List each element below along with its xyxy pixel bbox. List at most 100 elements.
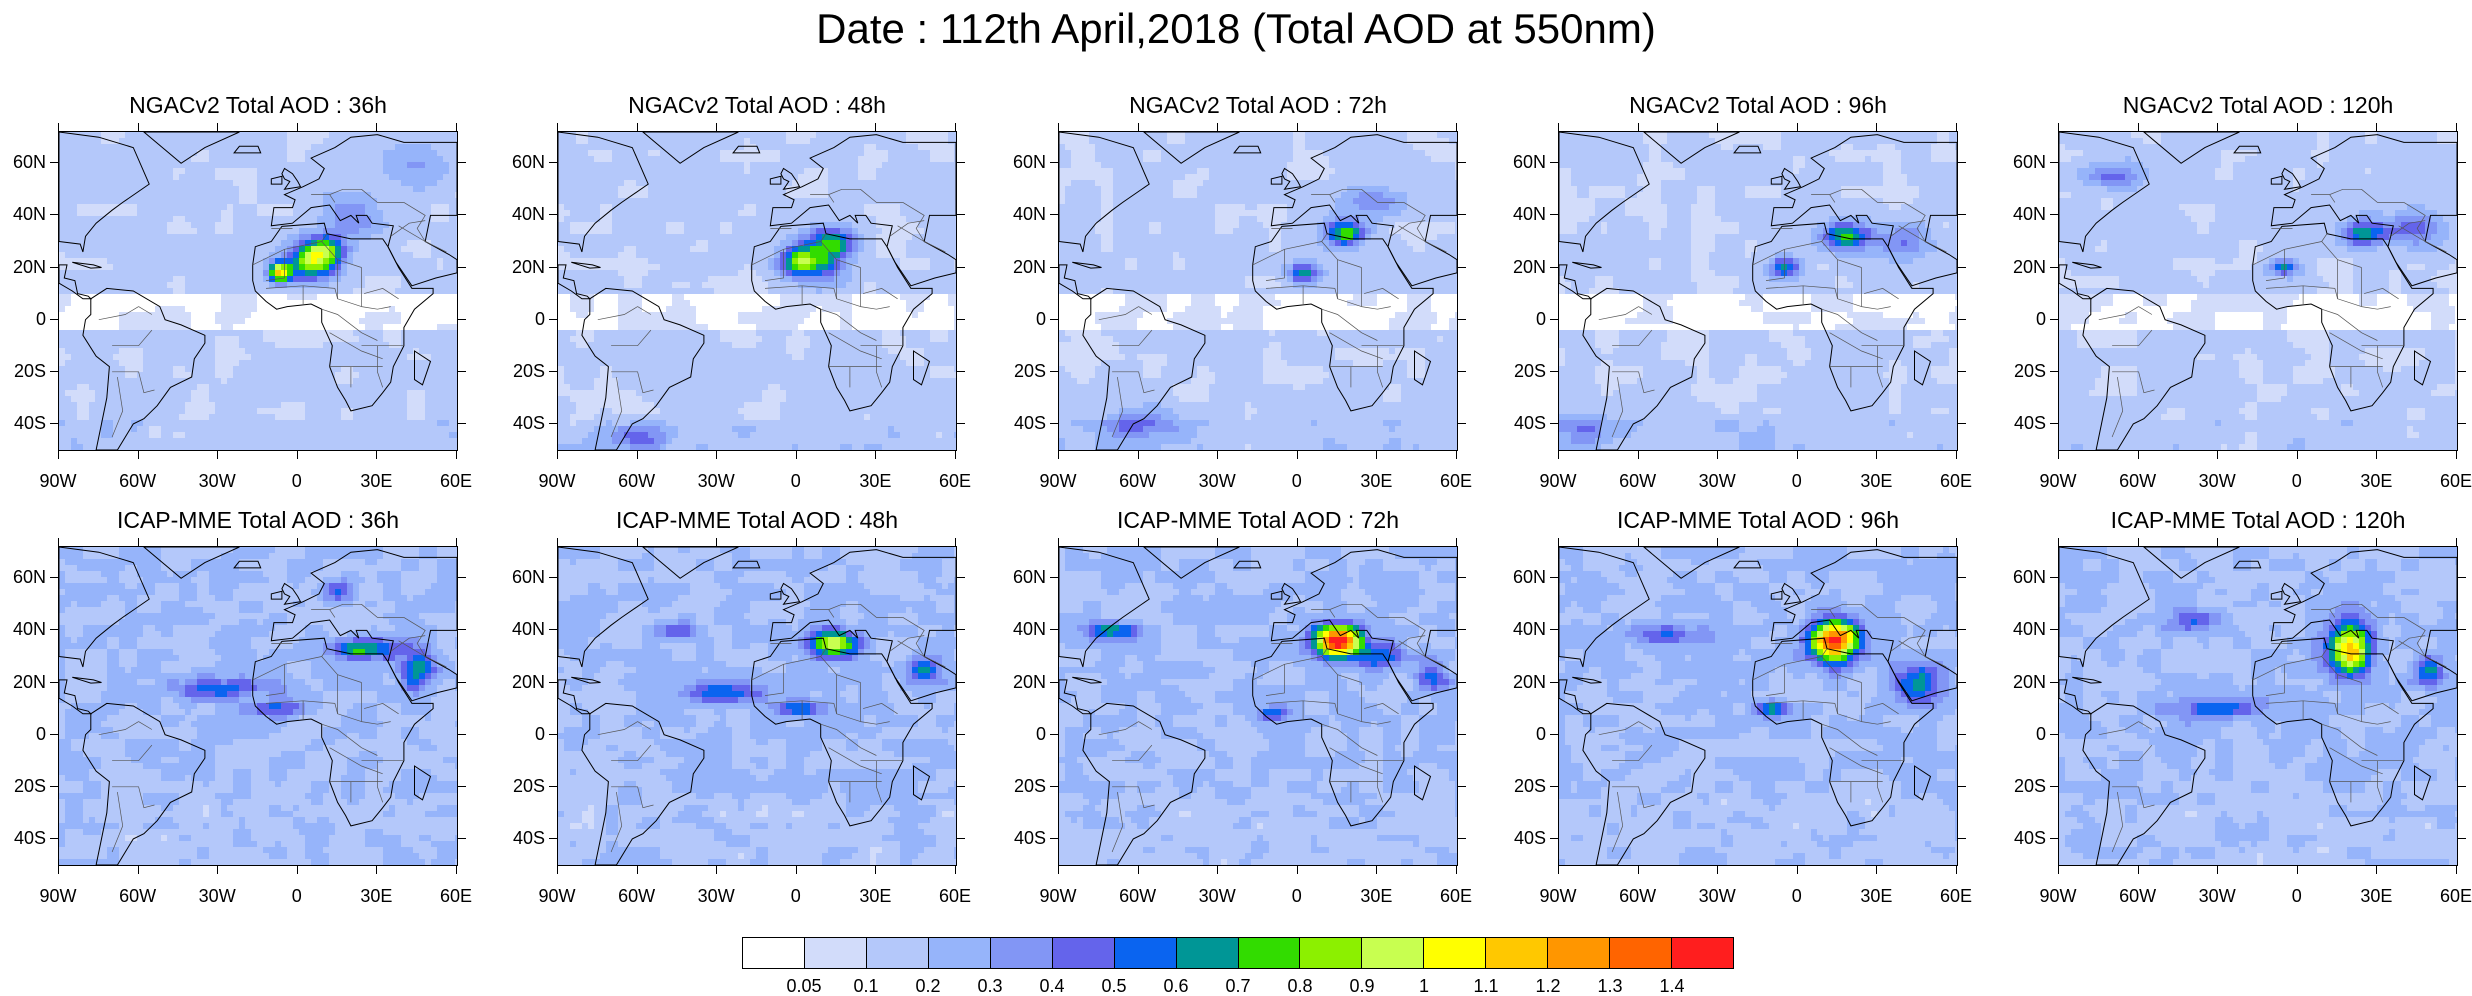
lon-tick <box>297 538 298 546</box>
lat-tick <box>2458 629 2466 630</box>
lon-tick <box>2456 538 2457 546</box>
lon-tick-label: 90W <box>2028 886 2088 906</box>
lon-tick <box>796 123 797 131</box>
lat-tick <box>1458 162 1466 163</box>
aod-map <box>1059 547 1457 865</box>
panel-title: NGACv2 Total AOD : 120h <box>1998 91 2472 119</box>
lon-tick <box>2376 866 2377 874</box>
lon-tick <box>297 451 298 459</box>
aod-map <box>1559 547 1957 865</box>
lat-tick-label: 0 <box>1500 309 1546 329</box>
lon-tick <box>1638 451 1639 459</box>
lat-tick <box>1550 214 1558 215</box>
lon-tick <box>1956 451 1957 459</box>
lon-tick <box>2456 866 2457 874</box>
lon-tick <box>138 451 139 459</box>
lat-tick <box>458 629 466 630</box>
lat-tick <box>458 371 466 372</box>
lon-tick <box>637 451 638 459</box>
lon-tick <box>1456 538 1457 546</box>
aod-map <box>1059 132 1457 450</box>
lat-tick <box>1458 577 1466 578</box>
lon-tick-label: 0 <box>2267 886 2327 906</box>
lon-tick <box>1638 123 1639 131</box>
lon-tick <box>138 538 139 546</box>
lon-tick <box>1456 866 1457 874</box>
lon-tick <box>2058 866 2059 874</box>
lon-tick-label: 90W <box>28 886 88 906</box>
lat-tick <box>957 423 965 424</box>
lon-tick <box>796 538 797 546</box>
lat-tick <box>458 786 466 787</box>
colorbar-swatch <box>1486 938 1548 968</box>
lat-tick <box>549 423 557 424</box>
lon-tick <box>1558 538 1559 546</box>
lat-tick <box>2458 214 2466 215</box>
lon-tick <box>1456 451 1457 459</box>
lat-tick-label: 20S <box>2000 776 2046 796</box>
lat-tick-label: 40S <box>499 828 545 848</box>
lon-tick <box>1217 538 1218 546</box>
lon-tick-label: 0 <box>1267 471 1327 491</box>
lon-tick <box>955 866 956 874</box>
lat-tick-label: 20N <box>2000 257 2046 277</box>
country-border <box>2139 307 2152 315</box>
lon-tick <box>1217 451 1218 459</box>
lon-tick <box>376 451 377 459</box>
lat-tick <box>1458 319 1466 320</box>
lat-tick <box>549 577 557 578</box>
lat-tick <box>458 267 466 268</box>
lat-tick <box>957 214 965 215</box>
lat-tick <box>458 214 466 215</box>
lon-tick <box>875 866 876 874</box>
panel-title: ICAP-MME Total AOD : 96h <box>1498 506 2018 534</box>
lon-tick-label: 30W <box>1687 886 1747 906</box>
lat-tick <box>1458 734 1466 735</box>
lat-tick <box>1050 786 1058 787</box>
lon-tick <box>955 123 956 131</box>
lon-tick-label: 30W <box>2187 471 2247 491</box>
lon-tick <box>1058 451 1059 459</box>
lat-tick-label: 20S <box>2000 361 2046 381</box>
lon-tick <box>1376 866 1377 874</box>
aod-map <box>59 132 457 450</box>
lon-tick <box>716 866 717 874</box>
lat-tick-label: 40N <box>1000 619 1046 639</box>
colorbar <box>742 937 1734 969</box>
colorbar-swatch <box>1239 938 1301 968</box>
lat-tick <box>1550 629 1558 630</box>
lat-tick-label: 40S <box>1500 413 1546 433</box>
lat-tick <box>2458 423 2466 424</box>
lon-tick <box>1297 538 1298 546</box>
lat-tick <box>1050 577 1058 578</box>
colorbar-label: 0.7 <box>1213 976 1263 996</box>
lon-tick-label: 30W <box>1187 471 1247 491</box>
panel-title: ICAP-MME Total AOD : 48h <box>497 506 1017 534</box>
colorbar-label: 0.6 <box>1151 976 1201 996</box>
lon-tick <box>1376 538 1377 546</box>
lat-tick-label: 0 <box>1000 724 1046 744</box>
aod-map <box>1559 132 1957 450</box>
lat-tick <box>1050 423 1058 424</box>
lat-tick <box>2458 734 2466 735</box>
colorbar-swatch <box>1053 938 1115 968</box>
lat-tick <box>1050 371 1058 372</box>
lon-tick <box>1456 123 1457 131</box>
lat-tick <box>2050 682 2058 683</box>
lat-tick <box>50 423 58 424</box>
colorbar-swatch <box>743 938 805 968</box>
aod-field <box>59 547 457 865</box>
lon-tick-label: 60E <box>1426 886 1486 906</box>
lon-tick <box>716 123 717 131</box>
lat-tick-label: 20N <box>0 257 46 277</box>
lat-tick <box>50 214 58 215</box>
lat-tick-label: 40S <box>1000 828 1046 848</box>
map-frame <box>557 546 957 866</box>
map-frame <box>58 546 458 866</box>
lat-tick <box>957 838 965 839</box>
lon-tick-label: 0 <box>1767 471 1827 491</box>
lon-tick-label: 30W <box>2187 886 2247 906</box>
lat-tick <box>1050 214 1058 215</box>
aod-field <box>1059 547 1457 865</box>
